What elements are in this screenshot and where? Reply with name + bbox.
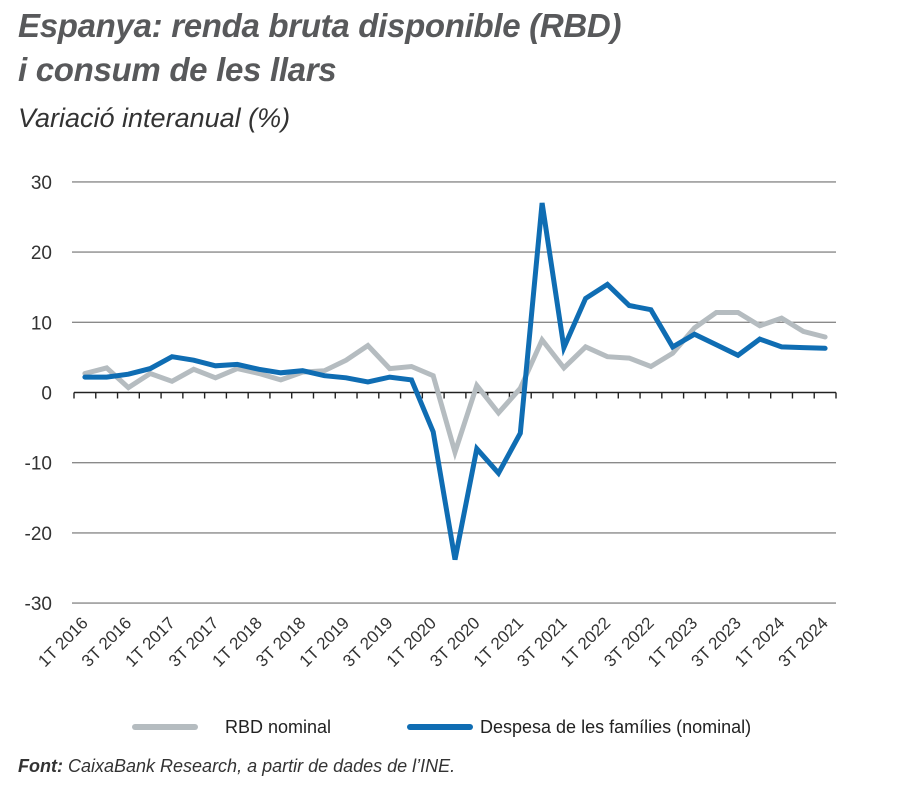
source-note: Font: CaixaBank Research, a partir de da… (18, 756, 455, 777)
y-tick-label: -10 (25, 454, 52, 475)
series-line (82, 310, 828, 461)
series-line (82, 202, 828, 561)
chart-subtitle: Variació interanual (%) (18, 103, 291, 133)
y-tick-label: -30 (25, 594, 52, 615)
y-tick-label: 10 (31, 313, 52, 334)
legend: RBD nominal Despesa de les famílies (nomi… (132, 717, 751, 737)
y-tick-label: 0 (41, 384, 52, 405)
gridlines (72, 181, 836, 604)
y-tick-label: 30 (31, 173, 52, 194)
legend-label: Despesa de les famílies (nominal) (480, 717, 751, 737)
y-tick-label: 20 (31, 243, 52, 264)
y-axis-labels: 30 20 10 0 -10 -20 -30 (25, 173, 52, 615)
y-tick-label: -20 (25, 524, 52, 545)
legend-label: RBD nominal (225, 717, 331, 737)
source-text: CaixaBank Research, a partir de dades de… (62, 756, 456, 776)
chart-title-line2: i consum de les llars (18, 51, 337, 88)
source-label: Font: (18, 756, 63, 776)
x-axis (73, 391, 837, 399)
chart-title-line1: Espanya: renda bruta disponible (RBD) (18, 7, 622, 44)
chart-title: Espanya: renda bruta disponible (RBD) i … (18, 4, 621, 92)
series-lines (82, 202, 828, 561)
